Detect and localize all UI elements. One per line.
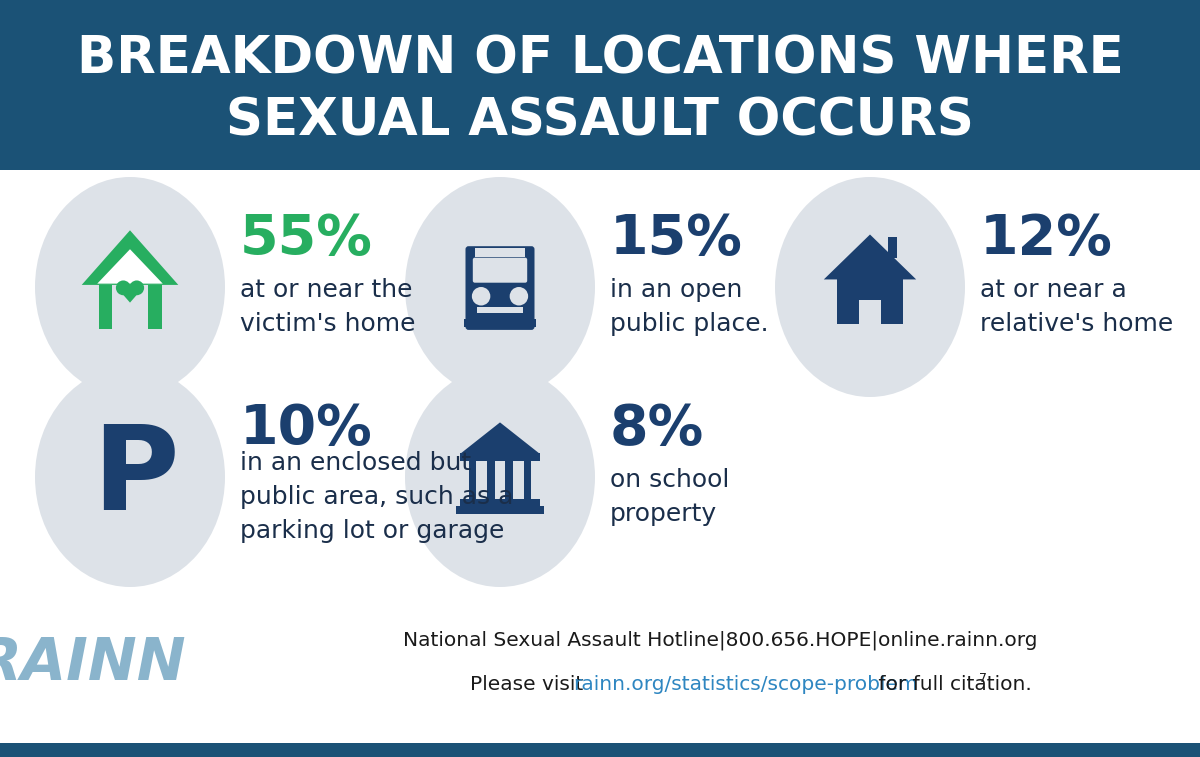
FancyBboxPatch shape (859, 300, 881, 324)
FancyBboxPatch shape (148, 285, 162, 329)
Text: 8%: 8% (610, 402, 704, 456)
Text: 10%: 10% (240, 402, 373, 456)
Text: SEXUAL ASSAULT OCCURS: SEXUAL ASSAULT OCCURS (226, 97, 974, 147)
Ellipse shape (35, 177, 226, 397)
Text: 55%: 55% (240, 212, 373, 266)
Text: on school
property: on school property (610, 468, 730, 526)
FancyBboxPatch shape (473, 257, 527, 282)
FancyBboxPatch shape (464, 319, 470, 327)
Polygon shape (116, 287, 144, 303)
Circle shape (510, 287, 528, 306)
Circle shape (130, 280, 144, 295)
FancyBboxPatch shape (505, 459, 514, 500)
Ellipse shape (406, 177, 595, 397)
Text: RAINN: RAINN (0, 635, 187, 693)
FancyBboxPatch shape (0, 0, 1200, 170)
Text: rainn.org/statistics/scope-problem: rainn.org/statistics/scope-problem (574, 674, 918, 693)
FancyBboxPatch shape (466, 246, 534, 330)
Text: Please visit: Please visit (470, 674, 589, 693)
Text: National Sexual Assault Hotline|800.656.HOPE|online.rainn.org: National Sexual Assault Hotline|800.656.… (403, 631, 1037, 650)
FancyBboxPatch shape (529, 319, 535, 327)
Text: 12%: 12% (980, 212, 1112, 266)
FancyBboxPatch shape (469, 459, 476, 500)
Text: at or near a
relative's home: at or near a relative's home (980, 278, 1174, 336)
FancyBboxPatch shape (460, 453, 540, 461)
Text: 7: 7 (979, 671, 986, 684)
Polygon shape (460, 422, 540, 454)
Text: 15%: 15% (610, 212, 743, 266)
FancyBboxPatch shape (0, 743, 1200, 757)
FancyBboxPatch shape (475, 248, 526, 257)
FancyBboxPatch shape (523, 459, 532, 500)
Text: in an open
public place.: in an open public place. (610, 278, 769, 336)
Circle shape (116, 280, 131, 295)
Text: for full citation.: for full citation. (872, 674, 1032, 693)
Ellipse shape (406, 367, 595, 587)
FancyBboxPatch shape (888, 237, 896, 257)
Ellipse shape (775, 177, 965, 397)
Polygon shape (82, 230, 179, 285)
Ellipse shape (35, 367, 226, 587)
Polygon shape (823, 235, 917, 279)
FancyBboxPatch shape (476, 307, 523, 313)
FancyBboxPatch shape (98, 285, 112, 329)
Text: at or near the
victim's home: at or near the victim's home (240, 278, 415, 336)
FancyBboxPatch shape (456, 506, 544, 514)
FancyBboxPatch shape (460, 499, 540, 506)
FancyBboxPatch shape (838, 279, 902, 324)
Circle shape (472, 287, 491, 306)
Text: in an enclosed but
public area, such as a
parking lot or garage: in an enclosed but public area, such as … (240, 450, 514, 544)
FancyBboxPatch shape (487, 459, 494, 500)
Text: P: P (91, 419, 179, 534)
Text: BREAKDOWN OF LOCATIONS WHERE: BREAKDOWN OF LOCATIONS WHERE (77, 35, 1123, 85)
Polygon shape (97, 249, 163, 284)
